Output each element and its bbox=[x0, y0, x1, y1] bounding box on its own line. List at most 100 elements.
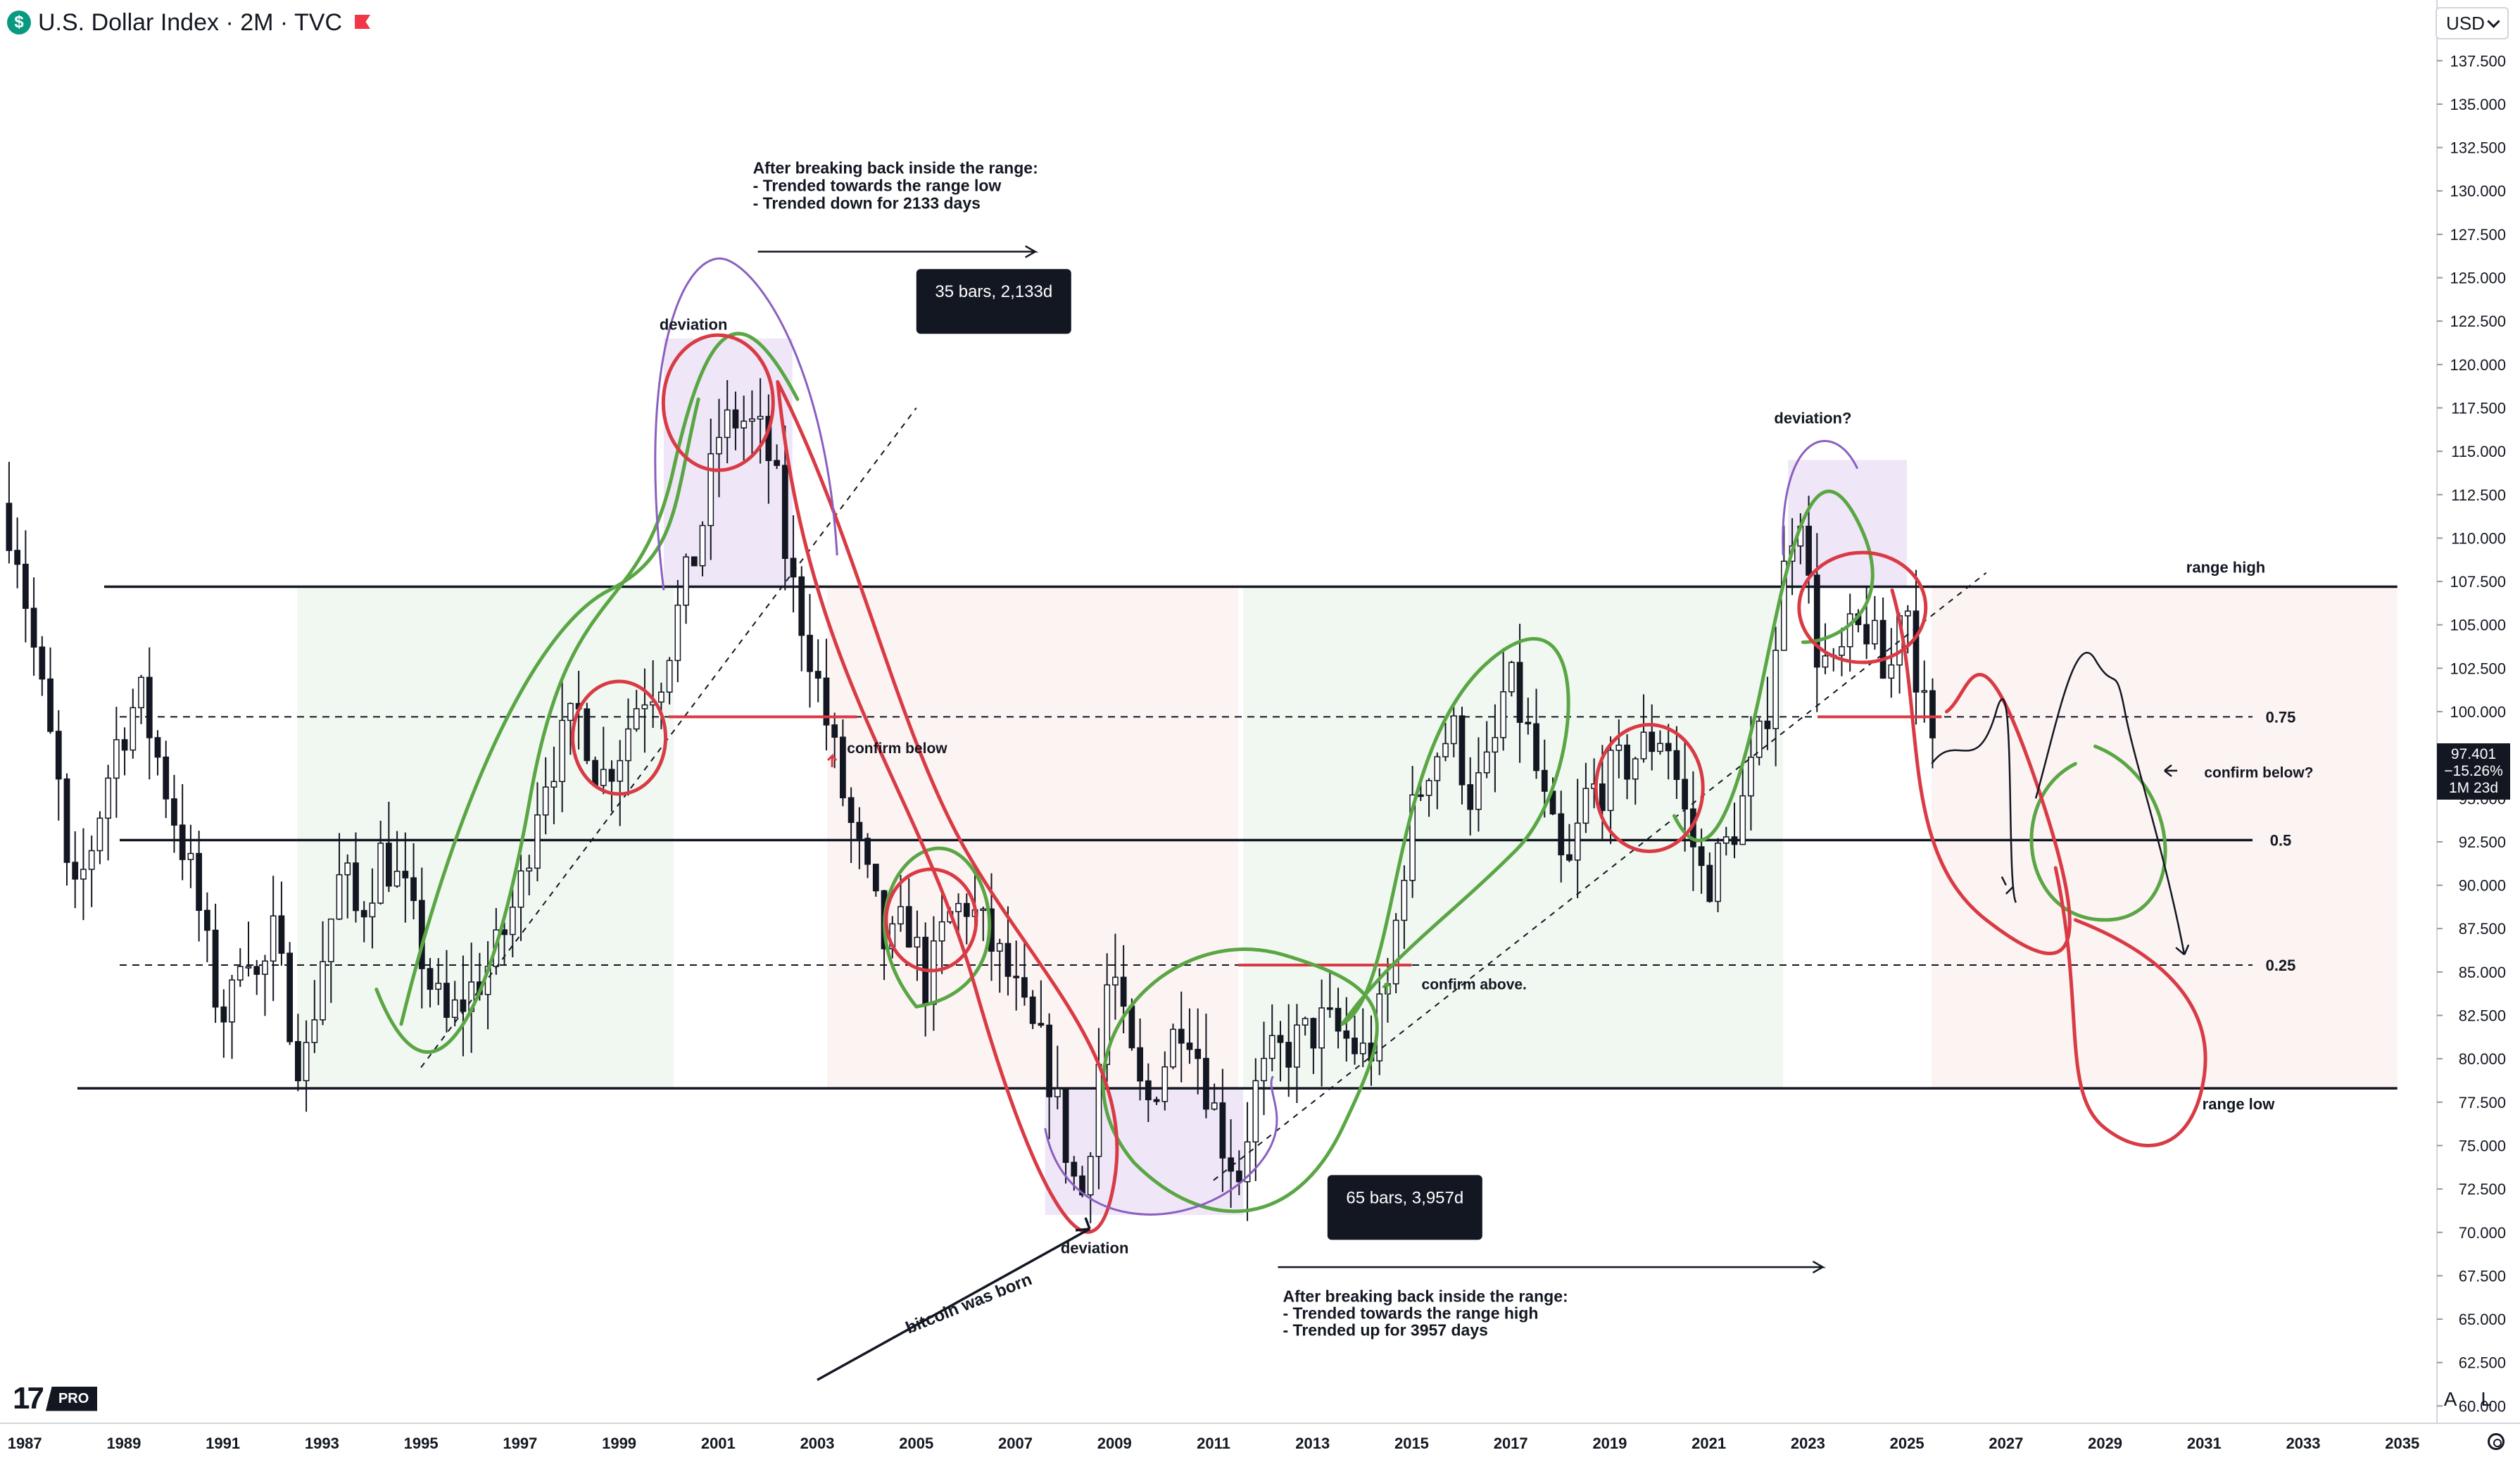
candle bbox=[410, 843, 417, 920]
y-tick-label: 137.500 bbox=[2450, 52, 2506, 70]
last-price-change: −15.26% bbox=[2444, 763, 2503, 779]
candle bbox=[1739, 762, 1746, 845]
green-trend-loop-1 bbox=[374, 332, 800, 1054]
candle bbox=[1582, 762, 1589, 833]
red-trend-loop-2003 bbox=[776, 379, 1119, 1234]
candle-body bbox=[608, 769, 615, 782]
candle bbox=[1921, 660, 1928, 723]
candle bbox=[55, 710, 62, 821]
candle-body bbox=[22, 563, 29, 609]
candle-body bbox=[229, 979, 235, 1023]
red-circle-2024 bbox=[1797, 550, 1928, 664]
candle-body bbox=[88, 850, 95, 870]
candle-body bbox=[1806, 525, 1812, 576]
x-tick-label: 2033 bbox=[2286, 1435, 2321, 1452]
candle-body bbox=[1095, 1064, 1102, 1157]
projection-path-2 bbox=[2034, 652, 2186, 955]
candle-body bbox=[584, 708, 591, 762]
candle bbox=[1013, 940, 1020, 1011]
candle-body bbox=[1541, 769, 1548, 792]
flag-icon[interactable] bbox=[355, 13, 370, 32]
log-scale-button[interactable]: L bbox=[2481, 1388, 2492, 1410]
candle-body bbox=[1640, 731, 1647, 760]
auto-scale-button[interactable]: A bbox=[2443, 1388, 2457, 1410]
candle bbox=[1203, 1013, 1209, 1118]
candle bbox=[1607, 736, 1614, 845]
candle-body bbox=[1582, 788, 1589, 824]
candle-body bbox=[1731, 836, 1738, 845]
candle-body bbox=[286, 952, 294, 1042]
candle bbox=[1434, 752, 1441, 809]
candle-body bbox=[443, 983, 450, 1019]
y-tick-label: 127.500 bbox=[2450, 226, 2506, 244]
currency-selector[interactable]: USD bbox=[2436, 7, 2509, 39]
candle-body bbox=[1682, 779, 1689, 809]
candle bbox=[1839, 627, 1845, 676]
symbol-title[interactable]: U.S. Dollar Index · 2M · TVC bbox=[38, 8, 343, 36]
candle bbox=[1153, 1097, 1160, 1105]
label-confirm-above: confirm above. bbox=[1422, 977, 1527, 993]
candle bbox=[1326, 971, 1333, 1018]
candle bbox=[1442, 723, 1449, 762]
candle bbox=[1665, 724, 1672, 780]
candle-body bbox=[1195, 1049, 1202, 1059]
candle-body bbox=[674, 604, 681, 662]
candle-body bbox=[72, 862, 79, 880]
candle bbox=[1500, 648, 1507, 751]
purple-bracket-top bbox=[654, 257, 838, 591]
tradingview-logo[interactable]: 17 PRO bbox=[13, 1381, 98, 1416]
candle-body bbox=[1128, 1005, 1135, 1049]
candle bbox=[179, 784, 186, 881]
red-circle-1999 bbox=[571, 679, 668, 796]
candle bbox=[220, 989, 227, 1058]
candle-body bbox=[360, 909, 367, 918]
candle bbox=[369, 868, 376, 949]
candle bbox=[1359, 1008, 1366, 1067]
candle-body bbox=[1921, 690, 1928, 693]
candle-body bbox=[14, 550, 21, 565]
candle-body bbox=[303, 1042, 310, 1082]
note-bottom-line: After breaking back inside the range: bbox=[1283, 1287, 1568, 1305]
candle-body bbox=[1839, 645, 1845, 656]
candle-body bbox=[526, 867, 533, 872]
candle bbox=[336, 833, 343, 921]
candle bbox=[1722, 826, 1730, 856]
candle bbox=[567, 702, 574, 755]
candle-body bbox=[707, 453, 714, 527]
candle bbox=[1706, 852, 1713, 903]
candle-body bbox=[1425, 780, 1432, 796]
candle-body bbox=[1739, 795, 1746, 845]
candle bbox=[1392, 913, 1399, 994]
candle-body bbox=[1170, 1028, 1176, 1068]
candle-body bbox=[196, 852, 203, 912]
candle-body bbox=[732, 409, 739, 429]
candle bbox=[996, 938, 1003, 993]
y-tick-label: 65.000 bbox=[2459, 1311, 2506, 1328]
candle-body bbox=[1244, 1141, 1251, 1183]
candle bbox=[872, 864, 879, 897]
candle bbox=[542, 757, 549, 835]
level-label-0.25: 0.25 bbox=[2266, 957, 2296, 974]
candle-body bbox=[353, 862, 359, 912]
candle bbox=[311, 980, 318, 1054]
candle-body bbox=[1657, 743, 1663, 752]
candle bbox=[353, 832, 359, 923]
candle-body bbox=[270, 915, 277, 962]
y-tick-label: 75.000 bbox=[2459, 1137, 2506, 1154]
candle-body bbox=[1599, 783, 1606, 812]
gear-icon[interactable] bbox=[2488, 1433, 2505, 1450]
measure-arrow-bottom bbox=[1278, 1260, 1827, 1274]
candle bbox=[451, 981, 458, 1026]
candle bbox=[121, 727, 128, 776]
candle-body bbox=[1467, 784, 1474, 810]
x-tick-label: 2015 bbox=[1394, 1435, 1429, 1452]
candle bbox=[105, 764, 112, 861]
candle-body bbox=[1698, 846, 1705, 867]
candle-body bbox=[1145, 1080, 1152, 1101]
candle-body bbox=[1615, 744, 1623, 751]
candle-body bbox=[658, 691, 664, 703]
candle bbox=[1574, 779, 1581, 899]
